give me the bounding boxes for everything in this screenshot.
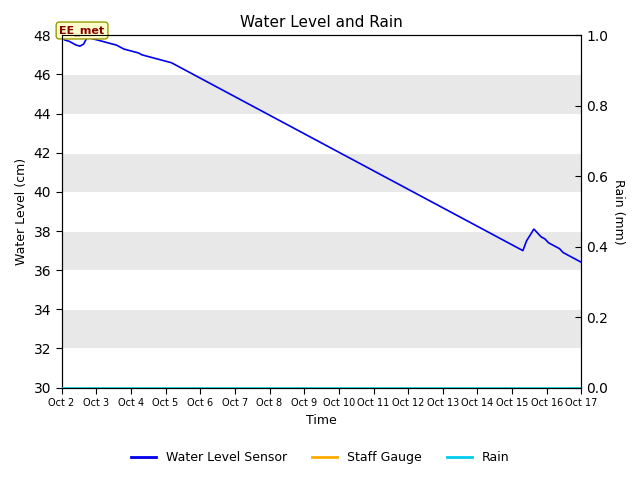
Water Level Sensor: [83, 35, 91, 40]
Line: Water Level Sensor: Water Level Sensor: [61, 37, 582, 263]
Y-axis label: Water Level (cm): Water Level (cm): [15, 158, 28, 265]
Rain: [578, 385, 586, 391]
Rain: [58, 385, 65, 391]
Bar: [61, 74, 582, 114]
Rain: [270, 385, 278, 391]
Staff Gauge: [76, 385, 84, 391]
Staff Gauge: [578, 385, 586, 391]
Staff Gauge: [234, 385, 241, 391]
Water Level Sensor: [237, 97, 245, 103]
Rain: [102, 385, 109, 391]
Bar: [61, 114, 582, 153]
Staff Gauge: [102, 385, 109, 391]
Staff Gauge: [58, 385, 65, 391]
Water Level Sensor: [292, 126, 300, 132]
Bar: [61, 270, 582, 309]
Rain: [76, 385, 84, 391]
Bar: [61, 348, 582, 388]
Rain: [193, 385, 201, 391]
Water Level Sensor: [58, 36, 65, 41]
Water Level Sensor: [274, 117, 282, 122]
Title: Water Level and Rain: Water Level and Rain: [240, 15, 403, 30]
Text: EE_met: EE_met: [60, 25, 104, 36]
Rain: [289, 385, 296, 391]
Bar: [61, 153, 582, 192]
Staff Gauge: [193, 385, 201, 391]
X-axis label: Time: Time: [306, 414, 337, 427]
Water Level Sensor: [197, 75, 205, 81]
Bar: [61, 192, 582, 231]
Bar: [61, 231, 582, 270]
Water Level Sensor: [106, 40, 113, 46]
Water Level Sensor: [578, 260, 586, 265]
Staff Gauge: [270, 385, 278, 391]
Rain: [234, 385, 241, 391]
Water Level Sensor: [76, 43, 84, 49]
Staff Gauge: [289, 385, 296, 391]
Bar: [61, 309, 582, 348]
Legend: Water Level Sensor, Staff Gauge, Rain: Water Level Sensor, Staff Gauge, Rain: [125, 446, 515, 469]
Y-axis label: Rain (mm): Rain (mm): [612, 179, 625, 244]
Bar: [61, 36, 582, 74]
